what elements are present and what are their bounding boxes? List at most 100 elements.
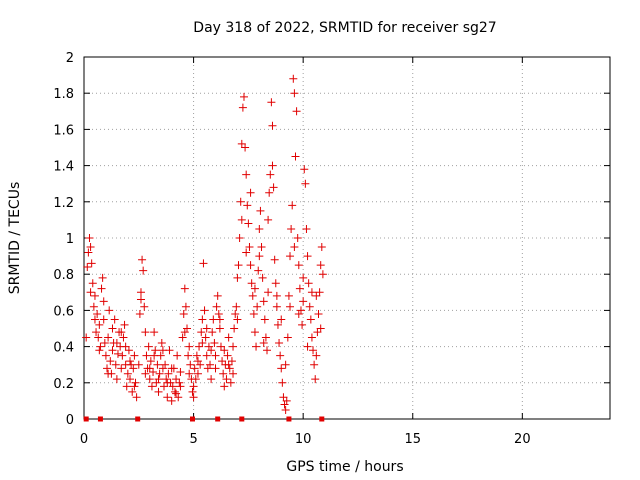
data-point xyxy=(290,243,299,252)
data-point xyxy=(118,351,127,360)
data-point xyxy=(268,121,277,130)
data-point xyxy=(255,224,264,233)
data-point xyxy=(287,224,296,233)
data-point xyxy=(158,346,167,355)
y-tick-label: 2 xyxy=(66,51,74,66)
data-point xyxy=(135,310,144,319)
data-point xyxy=(101,351,110,360)
data-point xyxy=(276,351,285,360)
data-point xyxy=(167,364,176,373)
data-point xyxy=(99,315,108,324)
data-point xyxy=(200,306,209,315)
data-point xyxy=(215,315,224,324)
data-point xyxy=(173,351,182,360)
data-point xyxy=(138,255,147,264)
data-point xyxy=(97,284,106,293)
data-point xyxy=(224,360,233,369)
data-point xyxy=(181,302,190,311)
data-point xyxy=(235,234,244,242)
data-point xyxy=(261,333,270,342)
data-point xyxy=(96,342,105,351)
data-point xyxy=(259,297,268,306)
data-point xyxy=(88,279,97,288)
data-point xyxy=(284,291,293,300)
data-point xyxy=(258,273,267,282)
data-point xyxy=(226,378,235,387)
data-point xyxy=(218,357,227,366)
data-point xyxy=(265,188,274,197)
data-point xyxy=(145,364,154,373)
data-point xyxy=(298,320,307,329)
data-point xyxy=(206,360,215,369)
data-point xyxy=(193,357,202,366)
data-point xyxy=(175,378,184,387)
data-point xyxy=(250,328,259,337)
data-point xyxy=(98,273,107,282)
data-point xyxy=(266,170,275,179)
data-point xyxy=(204,342,213,351)
data-point xyxy=(310,360,319,369)
data-point xyxy=(286,302,295,311)
data-point xyxy=(267,98,276,107)
data-point xyxy=(82,333,91,342)
data-point xyxy=(124,346,133,355)
data-point xyxy=(281,360,290,369)
data-point xyxy=(312,291,321,300)
data-point xyxy=(139,266,148,275)
data-point xyxy=(176,367,185,376)
data-point xyxy=(180,284,189,293)
data-point xyxy=(254,266,263,275)
data-point xyxy=(277,315,286,324)
y-axis-label: SRMTID / TECUs xyxy=(7,182,23,295)
data-point xyxy=(212,302,221,311)
data-point xyxy=(273,320,282,329)
data-point xyxy=(277,364,286,373)
data-point xyxy=(136,288,145,297)
data-point xyxy=(157,338,166,347)
data-point xyxy=(259,338,268,347)
data-point xyxy=(87,259,96,268)
data-point xyxy=(275,338,284,347)
data-point xyxy=(104,369,113,378)
data-point xyxy=(225,364,234,373)
y-tick-label: 0.8 xyxy=(53,268,74,283)
data-point xyxy=(184,351,193,360)
x-axis-label: GPS time / hours xyxy=(286,459,403,475)
data-point xyxy=(233,315,242,324)
data-point xyxy=(83,262,92,271)
data-point xyxy=(117,328,126,337)
data-point xyxy=(147,382,156,391)
data-point xyxy=(280,400,289,409)
y-tick-label: 1.4 xyxy=(53,160,74,175)
data-point xyxy=(256,206,265,215)
data-point xyxy=(85,234,94,242)
data-point xyxy=(229,369,238,378)
data-point xyxy=(103,364,112,373)
data-point xyxy=(117,364,126,373)
data-point xyxy=(248,291,257,300)
data-point xyxy=(252,342,261,351)
data-point xyxy=(219,369,228,378)
data-point xyxy=(272,302,281,311)
data-point xyxy=(134,360,143,369)
data-point xyxy=(104,333,113,342)
data-point xyxy=(294,261,303,270)
y-tick-label: 1.8 xyxy=(53,87,74,102)
data-point xyxy=(141,328,150,337)
data-point xyxy=(211,351,220,360)
data-point xyxy=(90,315,99,324)
data-point xyxy=(193,369,202,378)
data-point xyxy=(179,310,188,319)
y-tick-label: 0.2 xyxy=(53,377,74,392)
data-point xyxy=(301,179,310,188)
data-point xyxy=(222,375,231,384)
data-point xyxy=(241,143,250,152)
zero-point xyxy=(97,416,103,422)
data-point xyxy=(309,346,318,355)
data-point xyxy=(299,273,308,282)
data-point xyxy=(131,378,140,387)
data-point xyxy=(119,333,128,342)
data-point xyxy=(307,333,316,342)
data-point xyxy=(234,261,243,270)
